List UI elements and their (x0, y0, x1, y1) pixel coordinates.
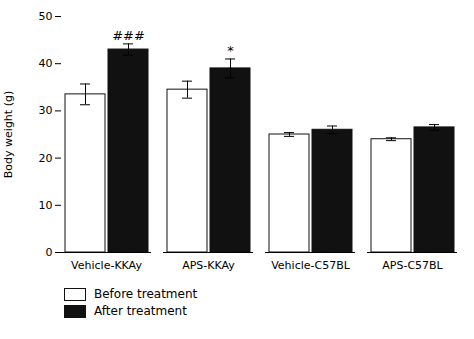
svg-text:APS-KKAy: APS-KKAy (182, 259, 235, 272)
html-text:Before treatment: Before treatment (94, 287, 198, 301)
svg-text:10: 10 (39, 199, 53, 212)
svg-text:0: 0 (46, 246, 53, 259)
svg-text:20: 20 (39, 152, 53, 165)
svg-text:30: 30 (39, 104, 53, 117)
svg-text:Vehicle-C57BL: Vehicle-C57BL (271, 259, 351, 272)
svg-text:Body weight (g): Body weight (g) (2, 91, 15, 178)
svg-text:50: 50 (39, 10, 53, 23)
svg-text:APS-C57BL: APS-C57BL (382, 259, 443, 272)
svg-text:Vehicle-KKAy: Vehicle-KKAy (71, 259, 142, 272)
html-text:After treatment: After treatment (94, 304, 187, 318)
svg-text:###: ### (112, 28, 145, 43)
svg-text:*: * (227, 43, 234, 58)
svg-text:40: 40 (39, 57, 53, 70)
